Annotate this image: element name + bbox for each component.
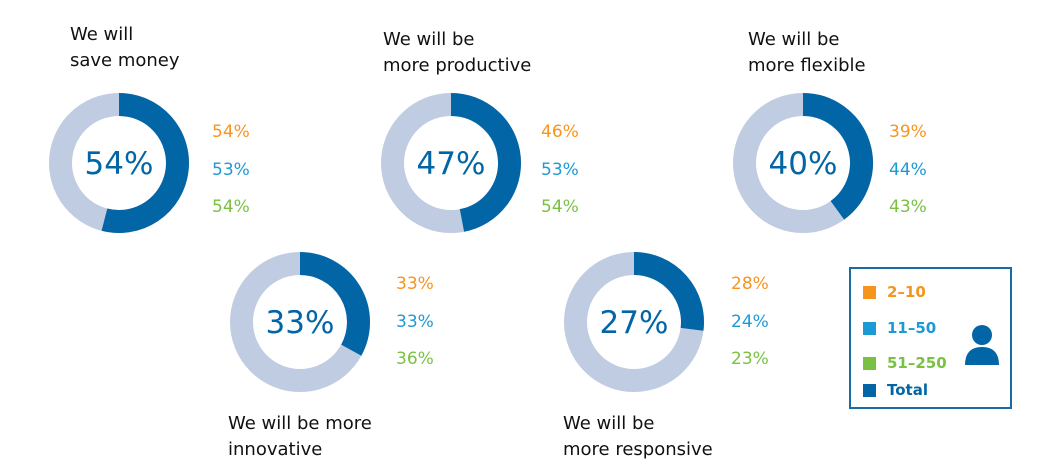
donut-total-label: 27% bbox=[600, 305, 669, 341]
legend-label: 51–250 bbox=[887, 354, 947, 372]
donut-total-arc bbox=[633, 252, 704, 331]
donut-title: We will be more flexible bbox=[748, 29, 866, 76]
donut-total-label: 54% bbox=[85, 146, 154, 182]
legend-swatch bbox=[863, 285, 876, 299]
segment-value: 54% bbox=[212, 122, 250, 142]
donut-title: We will save money bbox=[70, 24, 180, 71]
segment-value: 54% bbox=[541, 197, 579, 217]
donut-total-arc bbox=[299, 252, 370, 356]
segment-value: 46% bbox=[541, 122, 579, 142]
legend-item: Total bbox=[863, 381, 928, 399]
donut-total-label: 33% bbox=[266, 305, 335, 341]
segment-value: 28% bbox=[731, 274, 769, 294]
segment-value: 23% bbox=[731, 349, 769, 369]
donut-total-arc bbox=[450, 93, 521, 232]
donut-total-label: 40% bbox=[769, 146, 838, 182]
legend-item: 2–10 bbox=[863, 283, 926, 301]
legend-item: 51–250 bbox=[863, 354, 947, 372]
segment-value: 33% bbox=[396, 274, 434, 294]
segment-value: 24% bbox=[731, 311, 769, 332]
segment-value: 53% bbox=[541, 159, 579, 180]
legend-item: 11–50 bbox=[863, 319, 936, 337]
segment-value: 53% bbox=[212, 159, 250, 180]
person-icon bbox=[965, 325, 999, 365]
legend-label: 11–50 bbox=[887, 319, 937, 337]
donut-title: We will be more innovative bbox=[228, 413, 372, 460]
legend: 2–10 11–50 51–250 Total bbox=[849, 267, 1012, 409]
segment-value: 54% bbox=[212, 197, 250, 217]
donut-title: We will be more responsive bbox=[563, 413, 713, 460]
legend-swatch bbox=[863, 356, 876, 370]
legend-label: 2–10 bbox=[887, 283, 926, 301]
segment-value: 43% bbox=[889, 197, 927, 217]
donut-title: We will be more productive bbox=[383, 29, 532, 76]
donut-total-label: 47% bbox=[417, 146, 486, 182]
legend-label: Total bbox=[887, 381, 928, 399]
legend-swatch bbox=[863, 321, 876, 335]
donut-total-arc bbox=[802, 93, 873, 220]
segment-value: 44% bbox=[889, 159, 927, 180]
segment-value: 39% bbox=[889, 122, 927, 142]
segment-value: 36% bbox=[396, 349, 434, 369]
donut-total-arc bbox=[101, 93, 189, 233]
segment-value: 33% bbox=[396, 311, 434, 332]
legend-swatch bbox=[863, 383, 876, 397]
